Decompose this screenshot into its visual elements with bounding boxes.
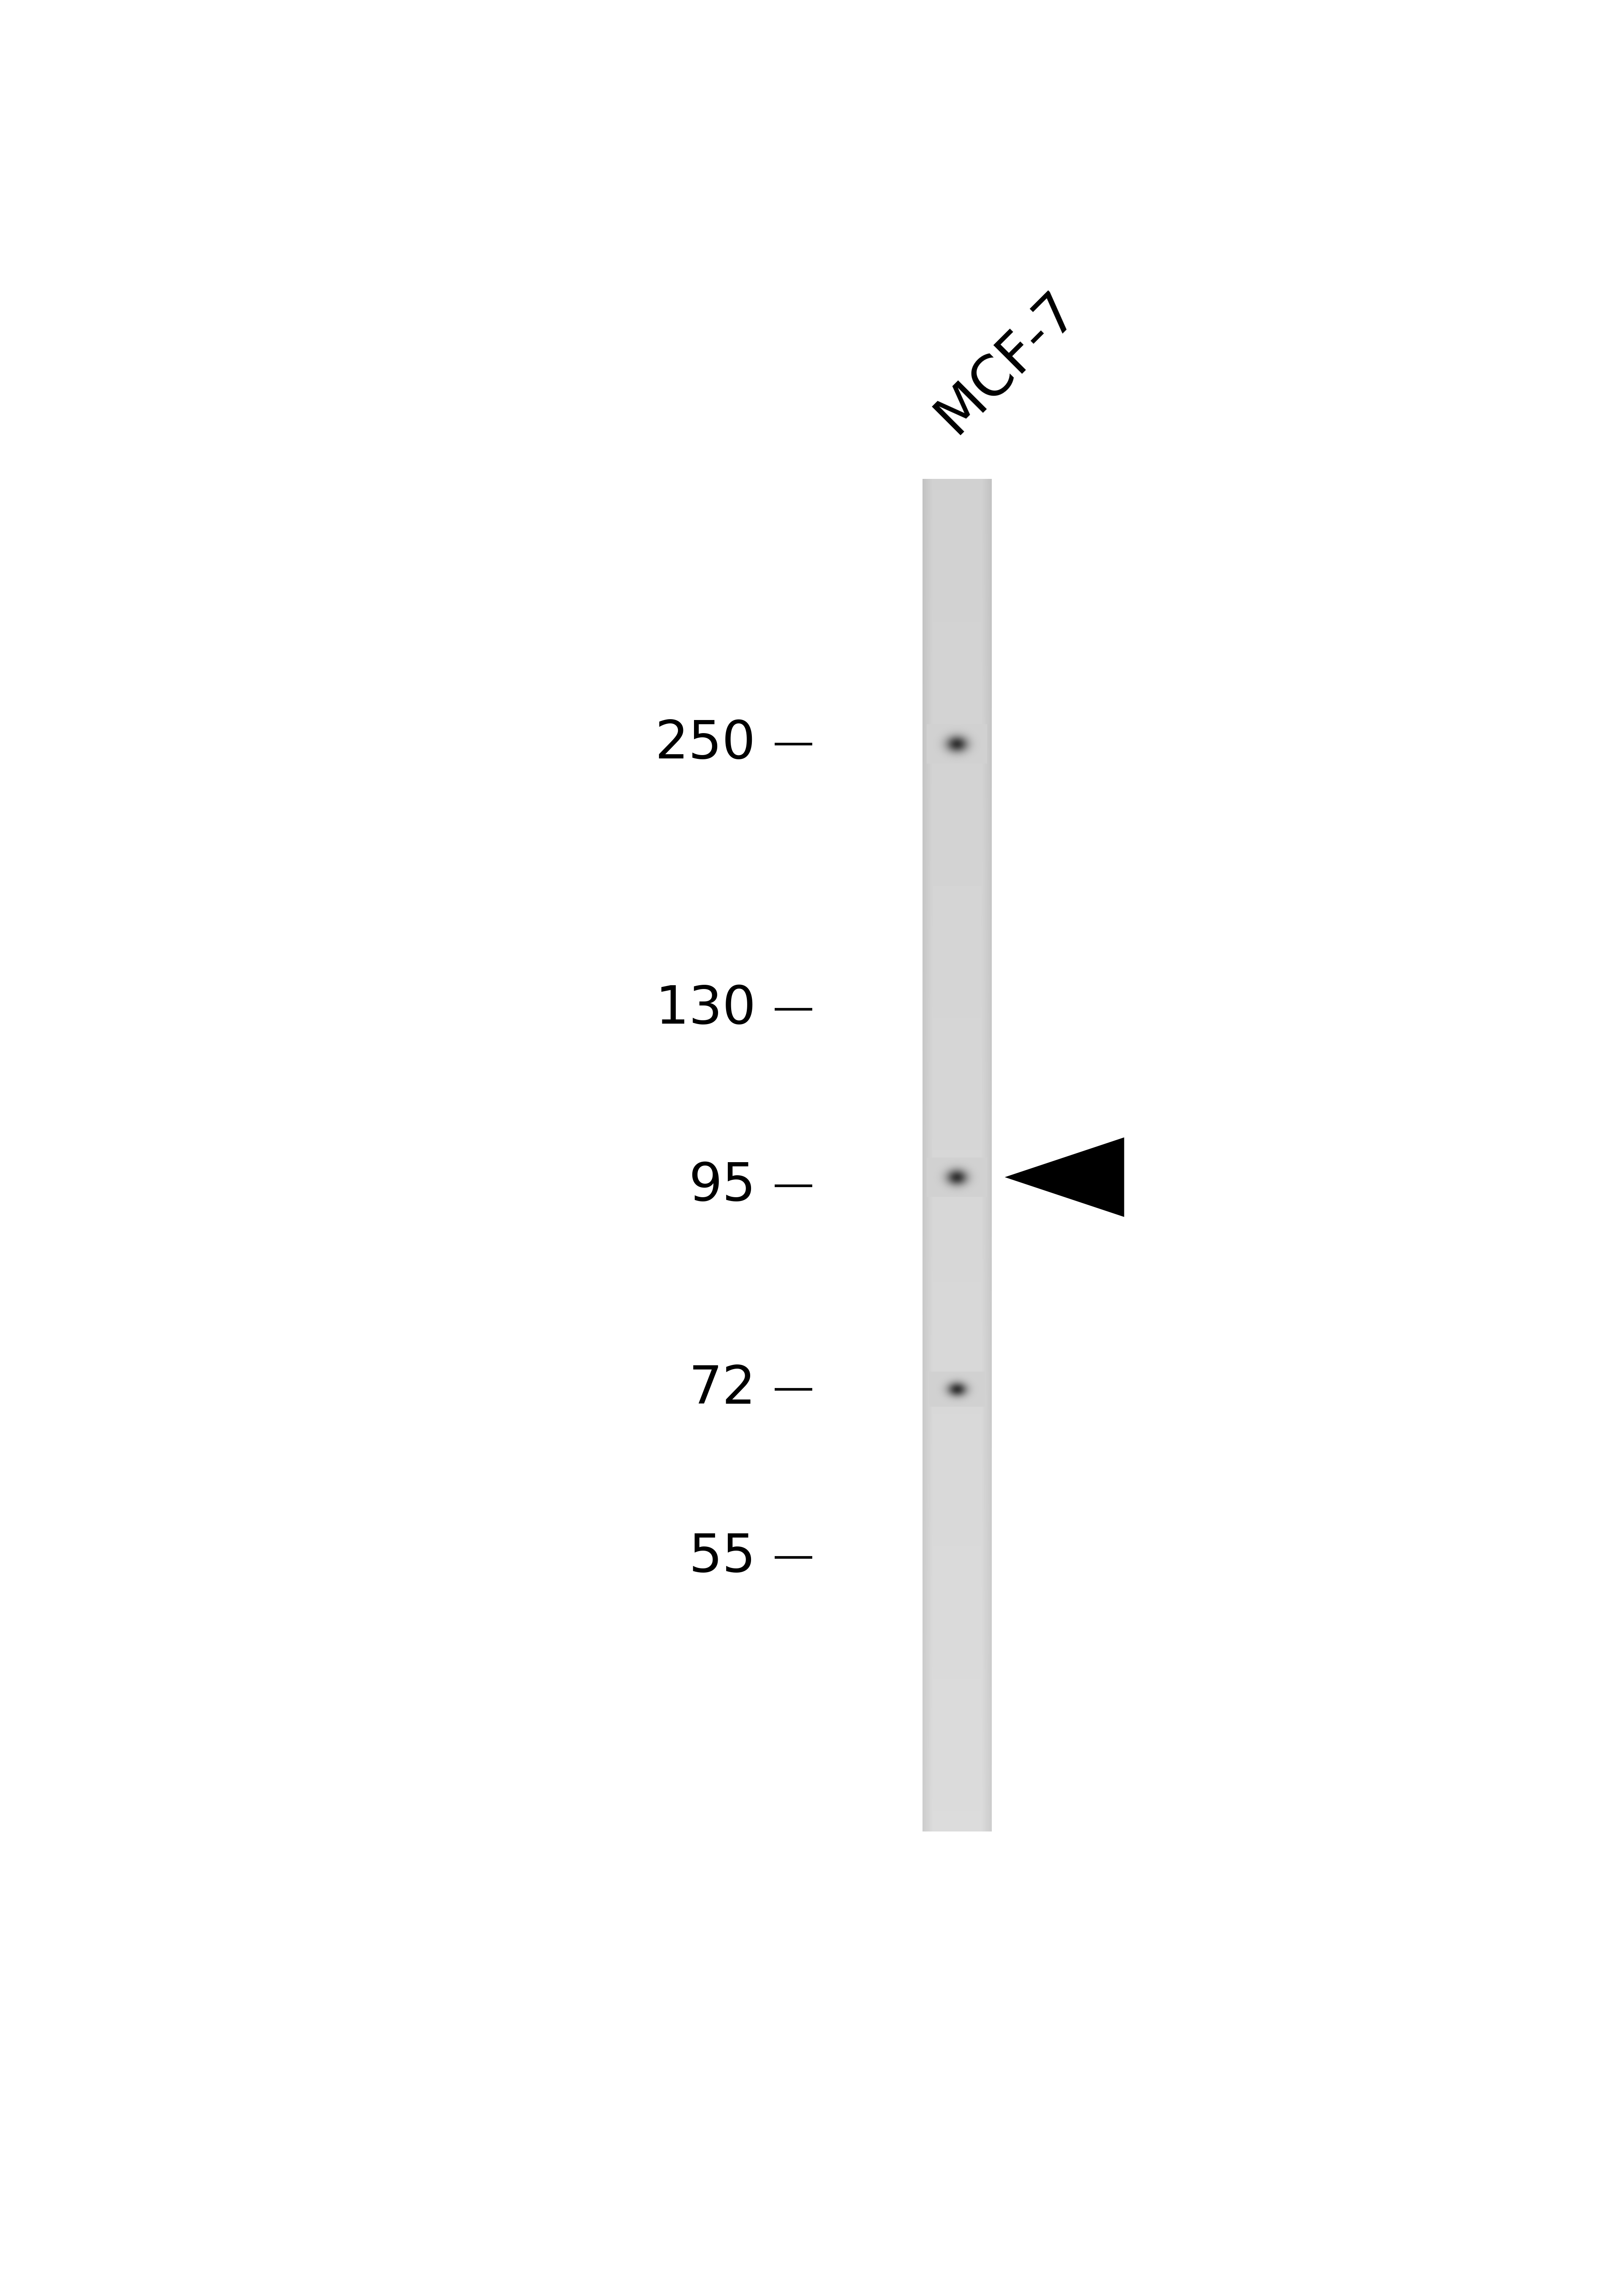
Text: 130: 130 — [655, 983, 756, 1035]
Text: 250: 250 — [655, 719, 756, 769]
Text: 95: 95 — [689, 1159, 756, 1212]
Text: 55: 55 — [689, 1531, 756, 1582]
Text: 72: 72 — [689, 1364, 756, 1414]
Polygon shape — [1004, 1137, 1124, 1217]
Text: MCF-7: MCF-7 — [925, 282, 1087, 443]
